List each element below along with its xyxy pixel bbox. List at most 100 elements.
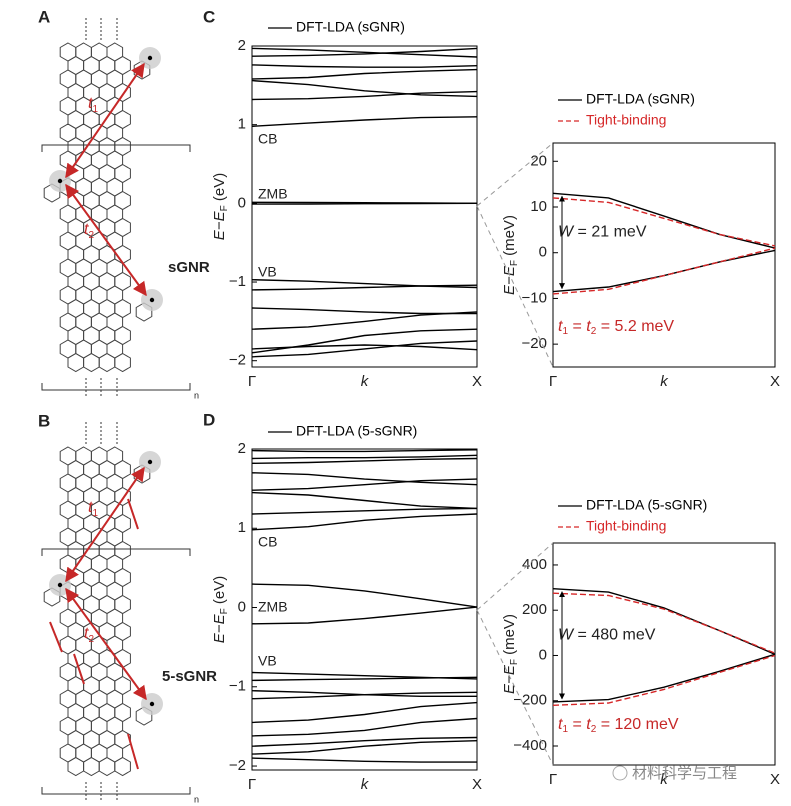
y-tick-label: −200 — [513, 692, 547, 709]
radical-dot — [147, 55, 153, 61]
band-line — [552, 197, 776, 247]
bandwidth-label-part: = 480 meV — [573, 627, 656, 644]
band-annotation: CB — [258, 534, 277, 550]
hopping-annotation-part: t — [586, 716, 591, 733]
band-line — [251, 344, 478, 351]
y-tick-label: −10 — [522, 289, 547, 306]
y-tick-label: 2 — [238, 440, 246, 457]
y-tick-label: 10 — [530, 198, 547, 215]
bandwidth-label-part: = 21 meV — [573, 224, 647, 241]
plot-frame — [552, 142, 776, 368]
x-axis-label: k — [361, 373, 370, 390]
hopping-annotation-part: 1 — [562, 724, 568, 735]
y-tick-label: 1 — [238, 116, 246, 133]
panel-label: C — [203, 7, 215, 26]
hopping-arrow — [65, 466, 145, 583]
hexagon — [114, 756, 131, 777]
hopping-label-part: t — [84, 625, 89, 642]
hopping-arrow — [65, 183, 147, 297]
legend-label: Tight-binding — [586, 518, 666, 534]
band-line — [251, 79, 478, 98]
y-axis-label-part: (meV) — [501, 215, 518, 260]
band-line — [251, 717, 478, 737]
band-line — [251, 740, 478, 755]
band-line — [251, 47, 478, 57]
band-line — [552, 192, 776, 249]
hexagon — [67, 352, 85, 373]
hopping-annotation-part: t — [558, 716, 563, 733]
x-tick-label: X — [770, 373, 780, 390]
band-line — [552, 592, 776, 654]
band-annotation: ZMB — [258, 599, 288, 615]
band-line — [552, 247, 776, 295]
edge-modification — [127, 733, 139, 770]
band-line — [251, 449, 478, 453]
repeat-index: n — [194, 794, 199, 804]
unit-cell-bracket — [41, 383, 191, 391]
y-tick-label: −2 — [229, 352, 246, 369]
unit-cell-bracket — [41, 787, 191, 795]
band-annotation: VB — [258, 653, 277, 669]
hopping-label-part: t — [88, 499, 93, 516]
x-tick-label: Γ — [248, 373, 256, 390]
band-line — [251, 64, 478, 68]
hopping-label: t2 — [84, 221, 94, 240]
y-tick-label: 2 — [238, 37, 246, 54]
legend-label: DFT-LDA (sGNR) — [586, 91, 695, 107]
legend-label: DFT-LDA (sGNR) — [296, 19, 405, 35]
hopping-label-part: 2 — [88, 634, 94, 645]
ribbon-name: sGNR — [168, 259, 210, 276]
hexagon — [83, 756, 100, 777]
band-line — [251, 507, 478, 515]
y-axis-label-part: F — [509, 659, 520, 665]
ribbon-name: 5-sGNR — [162, 668, 217, 685]
band-line — [251, 676, 478, 682]
hopping-annotation-part: t — [558, 318, 563, 335]
y-axis-label: E−EF (meV) — [501, 215, 520, 295]
x-tick-label: Γ — [549, 771, 557, 788]
y-tick-label: −2 — [229, 757, 246, 774]
band-line — [251, 279, 478, 289]
band-annotation: ZMB — [258, 186, 288, 202]
band-line — [552, 653, 776, 703]
radical-dot — [57, 178, 63, 184]
panel-label: A — [38, 7, 50, 26]
x-tick-label: X — [472, 373, 482, 390]
zoom-connector — [476, 542, 554, 611]
x-tick-label: Γ — [248, 776, 256, 793]
band-line — [251, 513, 478, 531]
band-annotation: VB — [258, 264, 277, 280]
y-axis-label-part: F — [509, 260, 520, 266]
ribbon — [59, 42, 131, 373]
hopping-label: t1 — [88, 95, 98, 114]
y-axis-label-part: −E — [501, 664, 518, 684]
hopping-annotation-part: = — [568, 716, 586, 733]
y-axis-label: E−EF (eV) — [211, 173, 230, 240]
hexagon — [98, 352, 116, 373]
y-axis-label-part: −E — [211, 613, 228, 633]
hopping-label-part: 1 — [92, 508, 98, 519]
x-axis-label: k — [660, 771, 669, 788]
y-axis-label-part: F — [219, 205, 230, 211]
hopping-label: t1 — [88, 499, 98, 518]
radical-dot — [149, 701, 155, 707]
band-line — [251, 454, 478, 460]
x-tick-label: Γ — [549, 373, 557, 390]
band-line — [251, 202, 478, 205]
band-line — [251, 472, 478, 486]
y-tick-label: 200 — [522, 601, 547, 618]
bandwidth-label-part: W — [558, 224, 575, 241]
band-line — [251, 307, 477, 315]
band-line — [251, 701, 478, 724]
band-line — [251, 491, 478, 510]
unit-cell-bracket — [41, 548, 191, 556]
hopping-annotation: t1 = t2 = 120 meV — [558, 716, 679, 734]
hopping-annotation: t1 = t2 = 5.2 meV — [558, 318, 674, 336]
band-line — [251, 311, 478, 330]
radical-dot — [149, 297, 155, 303]
legend-label: DFT-LDA (5-sGNR) — [586, 497, 707, 513]
y-tick-label: −1 — [229, 678, 246, 695]
hopping-label: t2 — [84, 625, 94, 644]
bandwidth-label: W = 480 meV — [558, 627, 656, 644]
